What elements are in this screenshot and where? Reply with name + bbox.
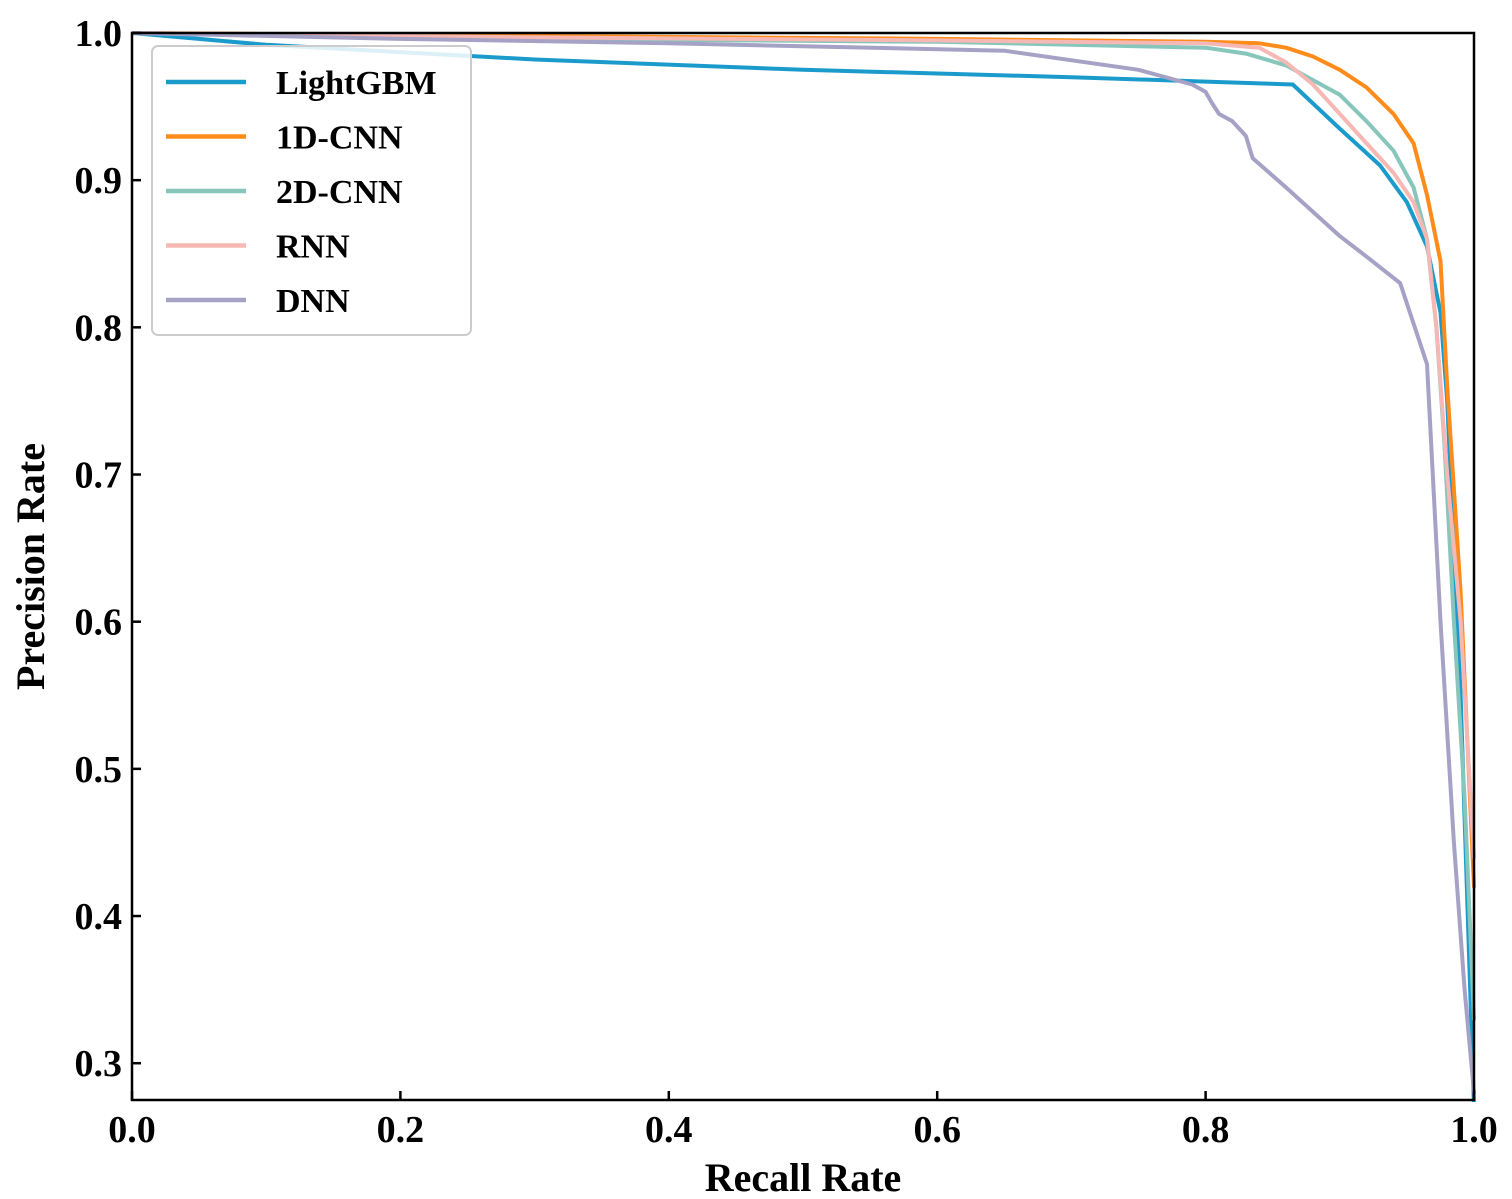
x-tick-label: 0.2 bbox=[377, 1109, 425, 1151]
y-tick-label: 0.5 bbox=[75, 749, 123, 791]
x-tick-label: 0.0 bbox=[108, 1109, 156, 1151]
legend-label-dnn: DNN bbox=[276, 283, 350, 320]
x-tick-label: 1.0 bbox=[1450, 1109, 1498, 1151]
x-axis-label: Recall Rate bbox=[705, 1155, 902, 1199]
y-axis-label: Precision Rate bbox=[8, 443, 53, 690]
legend-label-lightgbm: LightGBM bbox=[276, 65, 437, 102]
legend-box bbox=[151, 45, 472, 336]
y-tick-label: 0.9 bbox=[75, 160, 123, 202]
legend-label-2d-cnn: 2D-CNN bbox=[276, 174, 403, 211]
y-axis-ticks: 0.3 0.4 0.5 0.6 0.7 0.8 0.9 1.0 bbox=[75, 13, 141, 1085]
y-tick-label: 0.6 bbox=[75, 602, 123, 644]
plot-lines bbox=[132, 31, 1476, 1102]
series-line-rnn bbox=[132, 31, 1476, 860]
series-line-2d-cnn bbox=[132, 31, 1476, 1022]
x-tick-label: 0.6 bbox=[913, 1109, 961, 1151]
legend-label-1d-cnn: 1D-CNN bbox=[276, 120, 403, 157]
y-tick-label: 0.4 bbox=[75, 896, 123, 938]
y-tick-label: 0.8 bbox=[75, 307, 123, 349]
x-axis-ticks: 0.0 0.2 0.4 0.6 0.8 1.0 bbox=[108, 1091, 1498, 1151]
legend-label-rnn: RNN bbox=[276, 229, 350, 266]
plot-frame bbox=[130, 31, 1476, 1102]
series-line-dnn bbox=[132, 31, 1476, 1095]
y-tick-label: 0.7 bbox=[75, 455, 123, 497]
y-tick-label: 0.3 bbox=[75, 1043, 123, 1085]
x-tick-label: 0.8 bbox=[1182, 1109, 1230, 1151]
y-tick-label: 1.0 bbox=[75, 13, 123, 55]
x-tick-label: 0.4 bbox=[645, 1109, 693, 1151]
legend: LightGBM 1D-CNN 2D-CNN RNN DNN bbox=[151, 45, 472, 336]
